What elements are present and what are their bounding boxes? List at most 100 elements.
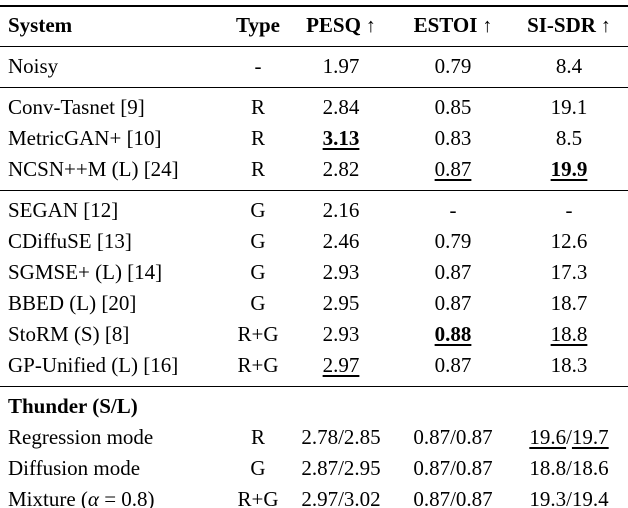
cell-system: Conv-Tasnet [9] xyxy=(0,88,230,124)
cell-text: Thunder (S/L) xyxy=(8,394,138,418)
group-noisy: Noisy - 1.97 0.79 8.4 xyxy=(0,46,628,88)
cell-pesq: 2.46 xyxy=(286,226,396,257)
cell-text: 0.87 xyxy=(434,260,472,284)
table-row-ncsn-plus-plus-m: NCSN++M (L) [24] R 2.82 0.87 19.9 xyxy=(0,154,628,191)
column-label: SI-SDR xyxy=(527,13,596,37)
cell-text: 19.1 xyxy=(550,95,588,119)
cell-si-sdr: 12.6 xyxy=(510,226,628,257)
cell-text: Diffusion mode xyxy=(8,456,141,480)
cell-pesq xyxy=(286,387,396,423)
table-row-conv-tasnet: Conv-Tasnet [9] R 2.84 0.85 19.1 xyxy=(0,88,628,124)
cell-type: R+G xyxy=(230,484,286,508)
cell-text: 2.82 xyxy=(322,157,360,181)
cell-estoi: - xyxy=(396,191,510,227)
cell-pesq: 2.97 xyxy=(286,350,396,387)
cell-text: 18.8/18.6 xyxy=(529,456,609,480)
cell-text: Mixture ( xyxy=(8,487,88,508)
cell-text: R+G xyxy=(237,322,279,346)
cell-text: 2.84 xyxy=(322,95,360,119)
table-row-metricgan-plus: MetricGAN+ [10] R 3.13 0.83 8.5 xyxy=(0,123,628,154)
cell-estoi: 0.87/0.87 xyxy=(396,453,510,484)
cell-estoi: 0.87 xyxy=(396,288,510,319)
table-row-mixture-mode: Mixture (α = 0.8) R+G 2.97/3.02 0.87/0.87 19… xyxy=(0,484,628,508)
cell-si-sdr: 19.9 xyxy=(510,154,628,191)
cell-estoi: 0.79 xyxy=(396,226,510,257)
cell-pesq: 1.97 xyxy=(286,47,396,88)
column-header-pesq: PESQ ↑ xyxy=(286,6,396,47)
cell-text: MetricGAN+ [10] xyxy=(8,126,162,150)
cell-type: R xyxy=(230,422,286,453)
cell-system: Noisy xyxy=(0,47,230,88)
cell-text: R+G xyxy=(237,353,279,377)
cell-text: 2.93 xyxy=(322,260,360,284)
paper-results-table-page: System Type PESQ ↑ ESTOI ↑ SI-SDR ↑ Noisy -1… xyxy=(0,5,628,508)
cell-system: Thunder (S/L) xyxy=(0,387,230,423)
cell-estoi: 0.87 xyxy=(396,257,510,288)
cell-type: G xyxy=(230,257,286,288)
cell-text: Noisy xyxy=(8,54,59,78)
cell-estoi xyxy=(396,387,510,423)
cell-text: / xyxy=(338,487,344,508)
cell-text: R xyxy=(250,95,265,119)
cell-text: NCSN++M (L) [24] xyxy=(8,157,179,181)
cell-text: 18.7 xyxy=(550,291,588,315)
cell-text: G xyxy=(250,291,266,315)
cell-text: 0.87 xyxy=(434,353,472,377)
table-row-bbed: BBED (L) [20] G 2.95 0.87 18.7 xyxy=(0,288,628,319)
cell-text: / xyxy=(566,425,572,449)
cell-text: R xyxy=(250,157,265,181)
cell-pesq: 2.93 xyxy=(286,257,396,288)
column-label: Type xyxy=(236,13,280,37)
cell-text: / xyxy=(450,487,456,508)
cell-si-sdr: 18.8 xyxy=(510,319,628,350)
cell-text: G xyxy=(250,229,266,253)
cell-pesq: 2.95 xyxy=(286,288,396,319)
cell-text: 0.88 xyxy=(434,322,472,346)
table-header: System Type PESQ ↑ ESTOI ↑ SI-SDR ↑ xyxy=(0,6,628,47)
column-header-si-sdr: SI-SDR ↑ xyxy=(510,6,628,47)
table-row-cdiffuse: CDiffuSE [13] G 2.46 0.79 12.6 xyxy=(0,226,628,257)
table-row-storm: StoRM (S) [8] R+G 2.93 0.88 18.8 xyxy=(0,319,628,350)
cell-type: G xyxy=(230,288,286,319)
cell-si-sdr: 19.3/19.4 xyxy=(510,484,628,508)
cell-text: 0.87 xyxy=(434,157,472,181)
cell-pesq: 2.87/2.95 xyxy=(286,453,396,484)
cell-type: R+G xyxy=(230,319,286,350)
cell-text: 0.87 xyxy=(413,487,451,508)
cell-si-sdr: 18.7 xyxy=(510,288,628,319)
table-row-segan: SEGAN [12] G 2.16 - - xyxy=(0,191,628,227)
cell-text: 0.85 xyxy=(434,95,472,119)
up-arrow-icon: ↑ xyxy=(482,15,493,37)
cell-si-sdr: 8.4 xyxy=(510,47,628,88)
column-header-system: System xyxy=(0,6,230,47)
cell-text: SEGAN [12] xyxy=(8,198,119,222)
cell-system: SEGAN [12] xyxy=(0,191,230,227)
cell-text: G xyxy=(250,456,266,480)
cell-text: 8.5 xyxy=(555,126,583,150)
cell-text: 0.79 xyxy=(434,229,472,253)
cell-text: 8.4 xyxy=(555,54,583,78)
up-arrow-icon: ↑ xyxy=(600,15,611,37)
header-row: System Type PESQ ↑ ESTOI ↑ SI-SDR ↑ xyxy=(0,6,628,47)
cell-text: Conv-Tasnet [9] xyxy=(8,95,145,119)
cell-system: Regression mode xyxy=(0,422,230,453)
table-row-sgmse-plus: SGMSE+ (L) [14] G 2.93 0.87 17.3 xyxy=(0,257,628,288)
cell-si-sdr: 18.3 xyxy=(510,350,628,387)
column-label: ESTOI xyxy=(413,13,478,37)
column-label: System xyxy=(8,13,73,37)
cell-estoi: 0.79 xyxy=(396,47,510,88)
cell-pesq: 2.78/2.85 xyxy=(286,422,396,453)
cell-pesq: 2.93 xyxy=(286,319,396,350)
cell-text: 12.6 xyxy=(550,229,588,253)
cell-text: 2.97 xyxy=(301,487,339,508)
group-generative-systems: SEGAN [12] G 2.16 - - CDiffuSE [13] G 2.46 0.79 1… xyxy=(0,190,628,387)
table-row-diffusion-mode: Diffusion mode G 2.87/2.95 0.87/0.87 18.8/18… xyxy=(0,453,628,484)
table-row-thunder-header: Thunder (S/L) xyxy=(0,387,628,423)
cell-text: R+G xyxy=(237,487,279,508)
cell-text: 2.97 xyxy=(322,353,360,377)
cell-type: R xyxy=(230,154,286,191)
cell-pesq: 3.13 xyxy=(286,123,396,154)
cell-text: 2.78/2.85 xyxy=(301,425,381,449)
cell-estoi: 0.85 xyxy=(396,88,510,124)
cell-text: 0.87/0.87 xyxy=(413,456,493,480)
